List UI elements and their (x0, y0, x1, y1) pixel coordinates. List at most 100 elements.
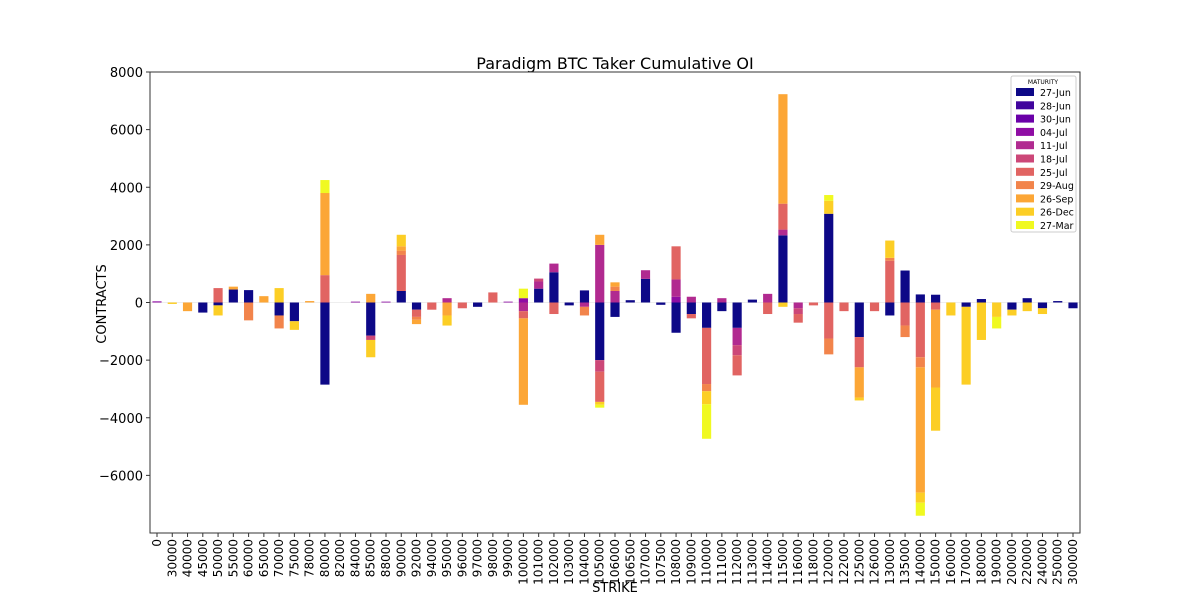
bar-segment-170000-26-Dec (961, 306, 971, 385)
bar-segment-105000-27-Mar (595, 404, 605, 408)
legend-label-30-Jun: 30-Jun (1040, 115, 1071, 126)
bar-segment-90000-26-Sep (396, 246, 406, 251)
bar-segment-95000-26-Sep (442, 302, 452, 316)
x-tick-label: 118000 (806, 539, 820, 585)
x-tick-label: 115000 (776, 539, 790, 585)
bar-segment-112000-25-Jul (732, 355, 742, 376)
bar-segment-200000-27-Jun (1007, 302, 1017, 310)
bar-segment-106000-27-Jun (610, 302, 620, 317)
x-tick-label: 85000 (364, 539, 378, 577)
x-tick-label: 135000 (898, 539, 912, 585)
x-tick-label: 116000 (791, 539, 805, 585)
bar-segment-101000-27-Jun (534, 288, 544, 303)
bar-segment-102000-25-Jul (549, 302, 559, 315)
bar-segment-240000-26-Dec (1037, 308, 1048, 315)
bar-segment-105000-27-Jun (595, 302, 605, 361)
x-tick-label: 122000 (837, 539, 851, 585)
bar-segment-104000-29-Aug (579, 306, 590, 316)
bar-segment-105000-18-Jul (595, 360, 605, 372)
bar-segment-96000-25-Jul (457, 302, 467, 309)
x-tick-label: 98000 (486, 539, 500, 577)
x-tick-label: 170000 (959, 539, 973, 585)
bar-segment-80000-27-Jun (320, 302, 330, 385)
bar-segment-125000-26-Sep (854, 367, 864, 398)
bar-segment-140000-27-Jun (915, 294, 925, 303)
bar-segment-75000-27-Jun (289, 302, 299, 322)
x-tick-label: 55000 (226, 539, 240, 577)
bar-segment-107500-27-Jun (656, 302, 666, 305)
x-tick-label: 45000 (196, 539, 210, 577)
bar-segment-125000-26-Dec (854, 397, 864, 401)
bar-segment-55000-27-Jun (228, 289, 238, 303)
x-tick-label: 78000 (303, 539, 317, 577)
x-tick-label: 75000 (287, 539, 301, 577)
bar-segment-109000-25-Jul (686, 314, 696, 319)
legend-label-11-Jul: 11-Jul (1040, 141, 1068, 152)
x-tick-label: 160000 (944, 539, 958, 585)
x-tick-label: 101000 (532, 539, 546, 585)
bar-segment-102000-27-Jun (549, 272, 559, 303)
x-tick-label: 150000 (929, 539, 943, 585)
bar-segment-94000-25-Jul (427, 302, 437, 310)
bar-segment-122000-25-Jul (839, 302, 849, 312)
x-tick-label: 94000 (425, 539, 439, 577)
bar-segment-111000-27-Jun (717, 302, 727, 312)
bar-segment-105000-25-Jul (595, 371, 605, 402)
bar-segment-118000-25-Jul (808, 302, 819, 306)
x-tick-label: 99000 (501, 539, 515, 577)
bar-segment-114000-11-Jul (763, 293, 773, 303)
y-tick-label: 0 (135, 297, 143, 312)
legend-label-26-Sep: 26-Sep (1040, 194, 1073, 205)
bar-segment-300000-27-Jun (1068, 302, 1078, 309)
bar-segment-120000-27-Jun (824, 213, 834, 303)
bar-segment-88000-04-Jul (381, 301, 391, 303)
bar-segment-109000-11-Jul (686, 296, 696, 303)
x-tick-label: 120000 (822, 539, 836, 585)
bar-segment-120000-29-Aug (824, 338, 834, 355)
x-tick-label: 106500 (623, 539, 637, 585)
x-tick-label: 95000 (440, 539, 454, 577)
bar-segment-85000-26-Sep (366, 293, 376, 303)
x-tick-label: 110000 (700, 539, 714, 585)
legend: MATURITY 27-Jun 28-Jun 30-Jun 04-Jul 11-Jul 1… (1010, 75, 1077, 233)
x-tick-label: 190000 (990, 539, 1004, 585)
bar-segment-115000-27-Jun (778, 235, 788, 303)
bar-segment-70000-29-Aug (274, 315, 284, 329)
bar-segment-108000-27-Jun (671, 302, 681, 333)
bar-segment-30000-26-Dec (167, 302, 177, 304)
bar-segment-104000-11-Jul (579, 302, 590, 307)
bar-segment-40000-26-Sep (182, 302, 193, 312)
x-tick-label: 82000 (333, 539, 347, 577)
x-tick-label: 114000 (761, 539, 775, 585)
x-tick-label: 40000 (181, 539, 195, 577)
bar-segment-135000-25-Jul (900, 302, 910, 326)
legend-label-27-Jun: 27-Jun (1040, 88, 1071, 99)
bar-segment-84000-04-Jul (350, 301, 361, 303)
bar-segment-116000-11-Jul (793, 302, 803, 309)
x-tick-label: 111000 (715, 539, 729, 585)
plot-frame (149, 71, 1081, 534)
bar-segment-130000-25-Jul (885, 260, 895, 303)
legend-swatch-26-Dec (1016, 207, 1034, 216)
bar-segment-220000-26-Dec (1022, 302, 1032, 312)
bar-segment-140000-29-Aug (915, 357, 925, 368)
y-tick-label: 2000 (110, 239, 143, 254)
x-axis-label: STRIKE (592, 581, 638, 596)
x-tick-label: 90000 (394, 539, 408, 577)
bar-segment-107000-11-Jul (640, 270, 651, 279)
x-tick-label: 300000 (1066, 539, 1080, 585)
bar-segment-105000-26-Dec (595, 401, 605, 405)
bar-segment-65000-26-Sep (259, 296, 269, 303)
legend-swatch-27-Jun (1016, 88, 1034, 96)
legend-label-26-Dec: 26-Dec (1040, 208, 1074, 219)
bar-segment-85000-26-Dec (366, 339, 376, 358)
bar-segment-120000-25-Jul (824, 302, 834, 339)
legend-swatch-04-Jul (1016, 127, 1034, 136)
bar-segment-110000-29-Aug (702, 384, 712, 392)
bar-segment-90000-25-Jul (396, 254, 406, 291)
x-tick-label: 70000 (272, 539, 286, 577)
bar-segment-116000-25-Jul (793, 314, 803, 323)
y-axis-label: CONTRACTS (95, 264, 110, 343)
legend-title: MATURITY (1028, 79, 1058, 86)
